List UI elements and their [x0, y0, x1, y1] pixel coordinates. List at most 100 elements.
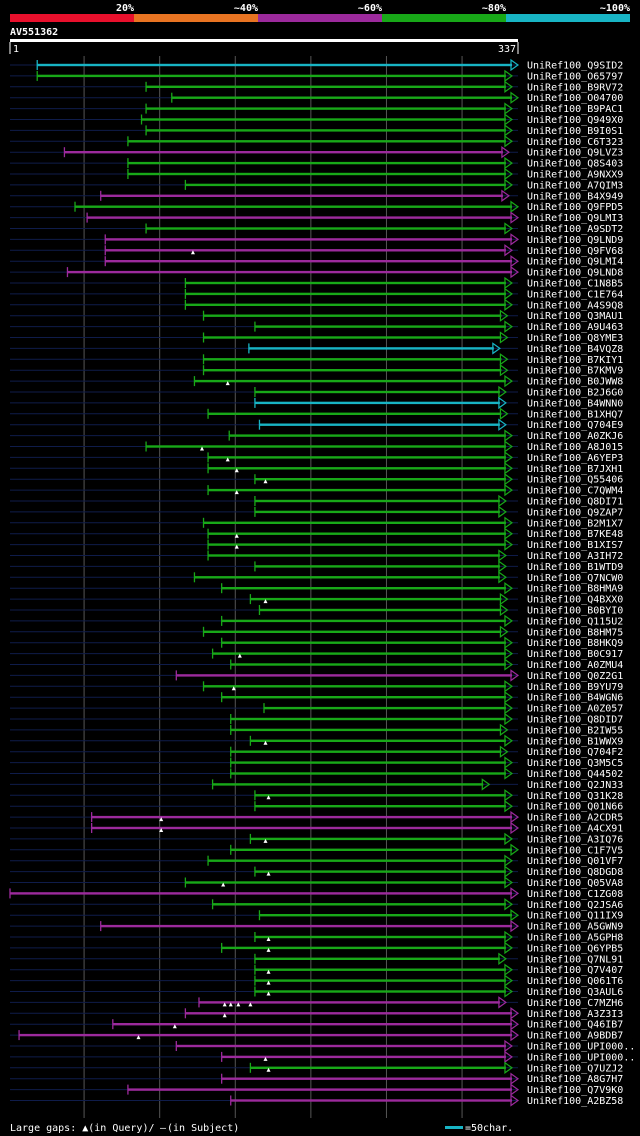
hit-end-arrow [504, 712, 513, 726]
hit-bar [75, 205, 512, 208]
hit-end-arrow [510, 265, 520, 279]
hit-end-arrow [481, 778, 491, 791]
hit-row: UniRef100_C1N8B5 [10, 276, 623, 290]
hit-label: UniRef100_A9U463 [527, 322, 623, 333]
hit-row: UniRef100_A2CDR5 [10, 810, 623, 824]
hit-end-arrow [504, 178, 513, 192]
hit-label: UniRef100_Q31K28 [527, 791, 623, 802]
hit-bar [229, 434, 506, 437]
query-gap-marker [266, 795, 271, 800]
hit-row: UniRef100_B9I0S1 [10, 124, 623, 137]
hit-bar [100, 924, 512, 928]
hit-row: UniRef100_B8HKQ9 [10, 636, 623, 649]
hit-row: UniRef100_Q8YME3 [10, 331, 623, 344]
hit-label: UniRef100_Q2JSA6 [527, 900, 623, 911]
query-gap-marker [234, 544, 239, 549]
hit-row: UniRef100_Q55406 [10, 473, 623, 486]
hit-bar [230, 717, 506, 721]
hit-end-arrow [498, 549, 507, 562]
hit-row: UniRef100_Q9FV68 [10, 244, 623, 257]
hit-row: UniRef100_B0JWW8 [10, 374, 623, 388]
hit-bar [194, 379, 506, 383]
query-gap-marker [136, 1035, 141, 1040]
hit-bar [254, 990, 506, 993]
hit-label: UniRef100_Q7NL91 [527, 954, 623, 965]
hit-row: UniRef100_Q05VA8 [10, 876, 623, 889]
hit-bar [230, 728, 502, 732]
hit-end-arrow [504, 680, 513, 693]
hit-end-arrow [498, 396, 507, 410]
hit-bar [112, 1023, 513, 1026]
hit-label: UniRef100_A9BDB7 [527, 1031, 623, 1042]
hit-bar [221, 1077, 512, 1080]
hit-label: UniRef100_C1N8B5 [527, 279, 623, 290]
hit-end-arrow [504, 647, 513, 660]
hit-end-arrow [504, 483, 513, 497]
legend-tier-100-label: ~100% [600, 3, 630, 14]
hit-end-arrow [504, 974, 513, 987]
query-gap-marker [266, 980, 271, 985]
hit-bar [203, 314, 502, 317]
hit-end-arrow [504, 124, 513, 137]
hit-end-arrow [498, 952, 507, 965]
hit-row: UniRef100_A3Z3I3 [10, 1007, 623, 1020]
query-gap-marker [266, 1067, 271, 1072]
hit-end-arrow [498, 996, 507, 1009]
hit-row: UniRef100_B0BYI0 [10, 603, 623, 617]
hit-label: UniRef100_B2M1X7 [527, 518, 623, 529]
query-end-label: 337 [498, 44, 516, 55]
hit-label: UniRef100_Q115U2 [527, 616, 623, 627]
hit-end-arrow [504, 734, 513, 747]
hit-end-arrow [498, 571, 507, 584]
hit-row: UniRef100_Q9FPD5 [10, 200, 623, 213]
hit-row: UniRef100_Q061T6 [10, 974, 623, 987]
query-gap-marker [237, 653, 242, 658]
query-gap-marker [266, 871, 271, 876]
hit-row: UniRef100_Q3M5C5 [10, 756, 623, 769]
hit-end-arrow [510, 1018, 520, 1031]
hit-label: UniRef100_A7QIM3 [527, 180, 623, 191]
hit-bar [208, 412, 502, 415]
hit-bar [250, 739, 506, 742]
hit-bar [185, 281, 506, 285]
hit-label: UniRef100_A0ZMU4 [527, 660, 623, 671]
hit-row: UniRef100_Q6YPB5 [10, 941, 623, 954]
hit-label: UniRef100_O04700 [527, 93, 623, 104]
hit-label: UniRef100_B9I0S1 [527, 126, 623, 137]
hit-end-arrow [499, 592, 509, 606]
hit-bar [127, 140, 506, 143]
hit-row: UniRef100_Q9LVZ3 [10, 146, 623, 159]
hit-bar [185, 183, 506, 187]
hit-label: UniRef100_Q3AUL6 [527, 987, 623, 998]
hit-label: UniRef100_Q05VA8 [527, 878, 623, 889]
query-gap-marker [266, 947, 271, 952]
hit-end-arrow [504, 222, 513, 235]
hit-row: UniRef100_Q31K28 [10, 789, 623, 802]
hit-end-arrow [510, 1072, 520, 1085]
hit-bar [230, 1099, 512, 1102]
hit-end-arrow [498, 560, 507, 573]
hit-bar [146, 227, 506, 230]
hit-end-arrow [499, 309, 509, 322]
query-gap-marker [228, 1002, 233, 1007]
hit-bar [208, 554, 500, 557]
hit-row: UniRef100_B1WWX9 [10, 734, 623, 747]
hit-end-arrow [510, 821, 520, 835]
hit-row: UniRef100_Q7V9K0 [10, 1083, 623, 1096]
hit-row: UniRef100_Q115U2 [10, 614, 623, 627]
hit-bar [230, 663, 506, 666]
hit-end-arrow [504, 854, 513, 867]
hit-bar [127, 1088, 512, 1091]
hit-end-arrow [504, 451, 513, 464]
hit-label: UniRef100_B4WNN0 [527, 398, 623, 409]
hit-end-arrow [504, 298, 513, 311]
hit-end-arrow [510, 255, 520, 268]
hit-bar [212, 903, 506, 906]
hit-bar [208, 456, 506, 459]
hit-label: UniRef100_B9RV72 [527, 82, 623, 93]
hit-label: UniRef100_B0BYI0 [527, 606, 623, 617]
hit-row: UniRef100_Q2JSA6 [10, 898, 623, 911]
hit-end-arrow [499, 745, 509, 758]
hit-bar [212, 652, 506, 655]
hit-bar [105, 260, 512, 263]
